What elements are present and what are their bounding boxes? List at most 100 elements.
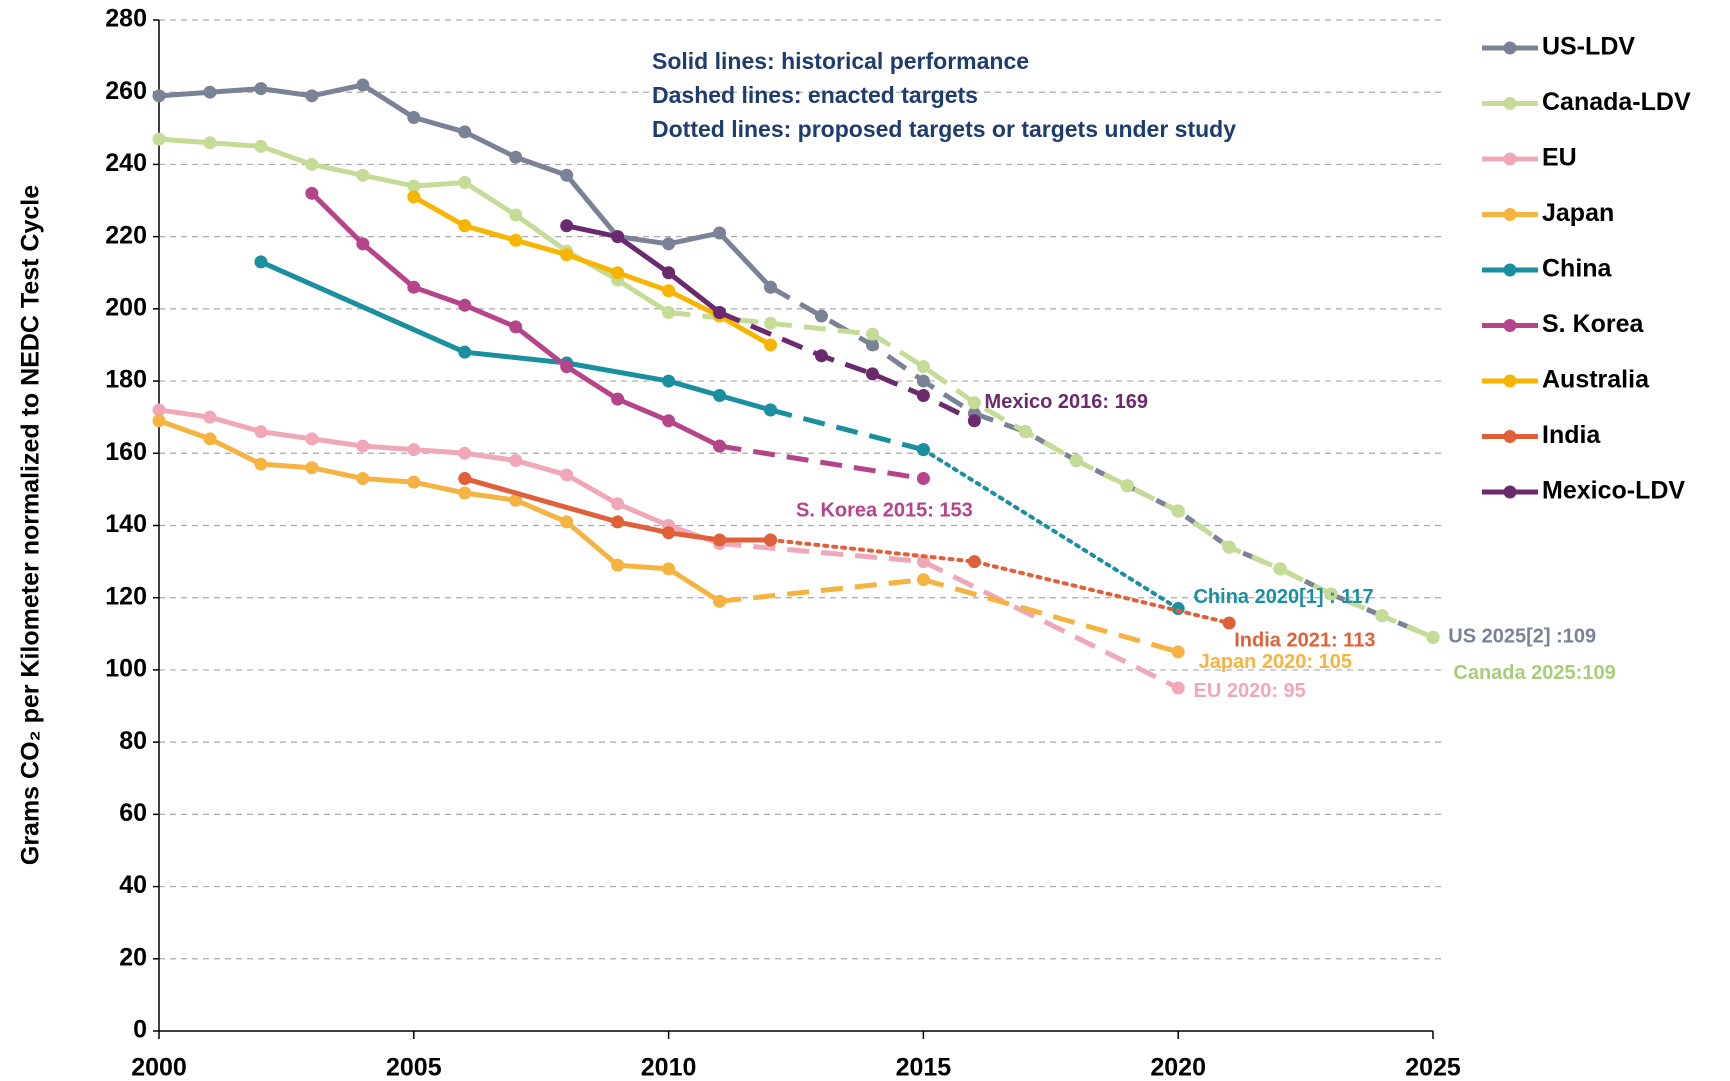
data-point [356, 472, 370, 486]
note: Dotted lines: proposed targets or target… [652, 116, 1236, 142]
data-point [1171, 602, 1185, 616]
y-tick-label: 0 [133, 1016, 147, 1044]
legend-marker [1503, 97, 1517, 110]
data-point [865, 367, 879, 381]
data-point [458, 446, 472, 460]
note: Solid lines: historical performance [652, 48, 1029, 74]
data-point [203, 410, 217, 424]
legend-label: China [1542, 255, 1613, 283]
series-line [921, 447, 1181, 611]
x-tick-label: 2000 [131, 1054, 187, 1081]
annotation: Japan 2020: 105 [1199, 651, 1352, 673]
legend-marker [1503, 430, 1517, 443]
data-point [509, 493, 523, 507]
y-tick-label: 260 [105, 77, 147, 105]
data-point [509, 233, 523, 247]
data-point [611, 266, 625, 280]
data-point [203, 432, 217, 446]
annotation: India 2021: 113 [1234, 629, 1375, 651]
y-tick-label: 220 [105, 221, 147, 249]
data-point [814, 309, 828, 323]
legend-marker [1503, 263, 1517, 277]
data-point [967, 555, 981, 569]
data-point [916, 389, 930, 403]
series-line [412, 194, 772, 348]
data-point [560, 168, 574, 182]
data-point [814, 349, 828, 363]
series-line [310, 191, 721, 449]
annotation: EU 2020: 95 [1193, 680, 1305, 702]
annotation: US 2025[2] :109 [1448, 626, 1596, 648]
data-point [152, 89, 166, 103]
data-point [916, 374, 930, 388]
y-tick-label: 140 [105, 510, 147, 538]
x-tick-label: 2025 [1405, 1054, 1461, 1081]
data-point [662, 562, 676, 576]
y-tick-label: 100 [105, 655, 147, 683]
data-point [203, 85, 217, 99]
data-point [1273, 562, 1287, 576]
data-point [611, 230, 625, 244]
legend-marker [1503, 41, 1517, 55]
x-tick-label: 2005 [386, 1054, 442, 1081]
data-point [560, 515, 574, 529]
data-point [916, 443, 930, 457]
data-point [967, 414, 981, 428]
data-point [254, 139, 268, 153]
y-tick-label: 160 [105, 438, 147, 466]
data-point [713, 533, 727, 547]
data-point [254, 82, 268, 96]
data-point [254, 255, 268, 269]
y-tick-label: 120 [105, 582, 147, 610]
legend-label: Canada-LDV [1542, 88, 1691, 116]
legend-marker [1503, 319, 1517, 332]
data-point [458, 345, 472, 359]
data-point [764, 338, 778, 352]
data-point [560, 219, 574, 233]
series-line [158, 407, 721, 546]
data-point [152, 132, 166, 146]
data-point [662, 526, 676, 540]
data-point [764, 403, 778, 417]
annotation: Canada 2025:109 [1453, 662, 1615, 684]
legend-marker [1503, 152, 1517, 166]
legend-label: EU [1542, 144, 1577, 172]
legend-marker [1503, 208, 1517, 221]
x-tick-label: 2015 [896, 1054, 952, 1081]
data-point [458, 125, 472, 139]
data-point [1069, 454, 1083, 468]
y-tick-label: 20 [119, 943, 147, 971]
y-tick-label: 40 [119, 871, 147, 899]
data-point [1120, 479, 1134, 493]
data-point [764, 533, 778, 547]
data-point [152, 414, 166, 428]
data-point [560, 360, 574, 374]
legend-label: India [1542, 421, 1601, 449]
series-line [768, 537, 1232, 625]
x-tick-label: 2020 [1150, 1054, 1206, 1081]
data-point [407, 179, 421, 193]
data-point [254, 457, 268, 471]
data-point [458, 472, 472, 486]
legend-label: Australia [1542, 366, 1650, 394]
data-point [1375, 609, 1389, 623]
data-point [662, 284, 676, 298]
y-tick-label: 240 [105, 149, 147, 177]
y-axis-label: Grams CO₂ per Kilometer normalized to NE… [17, 185, 45, 865]
data-point [407, 443, 421, 457]
series-line [719, 577, 1179, 655]
data-point [458, 486, 472, 500]
data-point [713, 594, 727, 608]
data-point [305, 157, 319, 171]
data-point [1426, 630, 1440, 644]
data-point [764, 280, 778, 294]
data-point [713, 389, 727, 403]
data-point [305, 432, 319, 446]
y-tick-label: 80 [119, 727, 147, 755]
data-point [1222, 616, 1236, 630]
data-point [560, 468, 574, 482]
data-point [662, 374, 676, 388]
data-point [662, 237, 676, 251]
data-point [967, 396, 981, 410]
data-point [305, 461, 319, 475]
